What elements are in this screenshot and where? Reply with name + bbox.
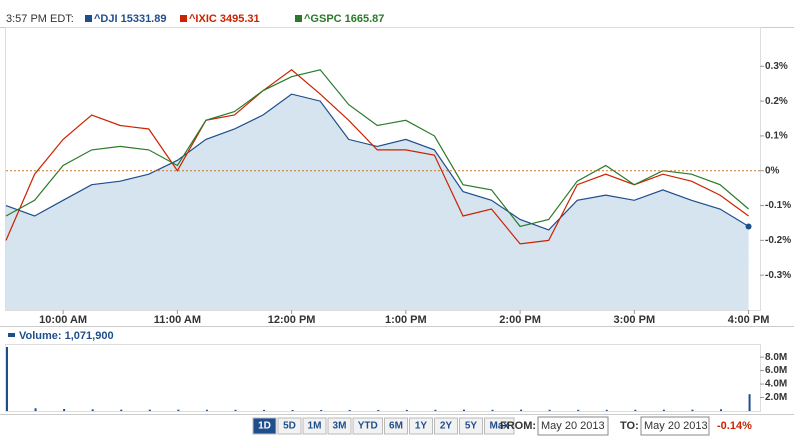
range-label[interactable]: 1Y <box>415 421 428 432</box>
range-label[interactable]: 5Y <box>465 421 478 432</box>
range-button[interactable] <box>327 417 352 435</box>
volume-bar <box>263 409 266 411</box>
legend-entry: ^IXIC 3495.31 <box>189 13 260 25</box>
volume-bar <box>434 409 437 411</box>
legend-swatch <box>295 15 302 22</box>
volume-bar <box>63 408 66 411</box>
range-label[interactable]: YTD <box>358 421 378 432</box>
range-label[interactable]: Max <box>490 421 510 432</box>
to-value[interactable]: May 20 2013 <box>644 420 708 432</box>
range-button[interactable] <box>277 417 302 435</box>
volume-bar <box>320 409 323 411</box>
y-tick-label: 2.0M <box>765 392 787 403</box>
x-tick-label: 12:00 PM <box>268 314 316 326</box>
x-tick-label: 11:00 AM <box>154 314 201 326</box>
header-time: 3:57 PM EDT: <box>6 13 74 25</box>
range-button[interactable] <box>409 417 433 435</box>
series-line <box>5 69 749 245</box>
volume-bar <box>91 409 94 411</box>
volume-bar <box>491 409 494 411</box>
range-button[interactable] <box>252 417 277 435</box>
volume-bar <box>691 409 694 411</box>
volume-bar <box>405 409 408 411</box>
range-label[interactable]: 1M <box>308 421 322 432</box>
from-label: FROM: <box>500 420 536 432</box>
to-input[interactable] <box>640 416 710 436</box>
volume-title: Volume: 1,071,900 <box>19 330 114 342</box>
range-label[interactable]: 3M <box>333 421 347 432</box>
volume-bar <box>120 409 123 411</box>
volume-bar <box>377 409 380 411</box>
y-tick-label: 0.1% <box>765 131 788 142</box>
y-tick-label: -0.1% <box>765 200 791 211</box>
x-tick-label: 2:00 PM <box>499 314 541 326</box>
volume-bar <box>520 409 523 411</box>
y-tick-label: 0% <box>765 165 780 176</box>
volume-bar <box>177 409 180 411</box>
volume-bar <box>577 409 580 411</box>
volume-bar <box>205 409 208 411</box>
volume-frame <box>5 344 761 412</box>
volume-bar <box>748 394 751 411</box>
volume-bar <box>462 409 465 411</box>
range-button[interactable] <box>484 417 515 435</box>
volume-bar <box>348 409 351 411</box>
series-line <box>5 69 749 228</box>
volume-bar <box>234 409 237 411</box>
from-input[interactable] <box>537 416 609 436</box>
range-button[interactable] <box>384 417 408 435</box>
range-label[interactable]: 6M <box>389 421 403 432</box>
plot-frame <box>5 27 761 311</box>
y-tick-label: -0.3% <box>765 270 791 281</box>
series-line <box>5 93 749 231</box>
x-tick-label: 3:00 PM <box>614 314 656 326</box>
change: -0.14% <box>717 420 752 432</box>
volume-bar <box>548 409 551 411</box>
x-tick-label: 10:00 AM <box>39 314 87 326</box>
last-point <box>745 223 752 230</box>
area <box>6 94 749 310</box>
y-tick-label: 0.2% <box>765 96 788 107</box>
volume-bar <box>634 409 637 411</box>
x-tick-label: 1:00 PM <box>385 314 427 326</box>
y-tick-label: 0.3% <box>765 61 788 72</box>
y-tick-label: 6.0M <box>765 365 787 376</box>
legend-swatch <box>8 333 15 337</box>
volume-bar <box>720 409 723 411</box>
volume-bar <box>6 347 8 411</box>
from-value[interactable]: May 20 2013 <box>541 420 605 432</box>
legend-entry: ^DJI 15331.89 <box>94 13 166 25</box>
range-label[interactable]: 1D <box>258 421 271 432</box>
x-tick-label: 4:00 PM <box>728 314 770 326</box>
volume-bar <box>291 409 294 411</box>
range-label[interactable]: 2Y <box>440 421 453 432</box>
volume-bar <box>34 408 37 411</box>
volume-bar <box>662 409 665 411</box>
y-tick-label: 8.0M <box>765 352 787 363</box>
legend-entry: ^GSPC 1665.87 <box>304 13 384 25</box>
to-label: TO: <box>620 420 639 432</box>
range-label[interactable]: 5D <box>283 421 296 432</box>
volume-bar <box>148 409 151 411</box>
y-tick-label: -0.2% <box>765 235 791 246</box>
range-button[interactable] <box>459 417 483 435</box>
range-button[interactable] <box>352 417 383 435</box>
range-button[interactable] <box>434 417 458 435</box>
range-button[interactable] <box>302 417 327 435</box>
legend-swatch <box>180 15 187 22</box>
volume-bar <box>605 409 608 411</box>
legend-swatch <box>85 15 92 22</box>
y-tick-label: 4.0M <box>765 379 787 390</box>
